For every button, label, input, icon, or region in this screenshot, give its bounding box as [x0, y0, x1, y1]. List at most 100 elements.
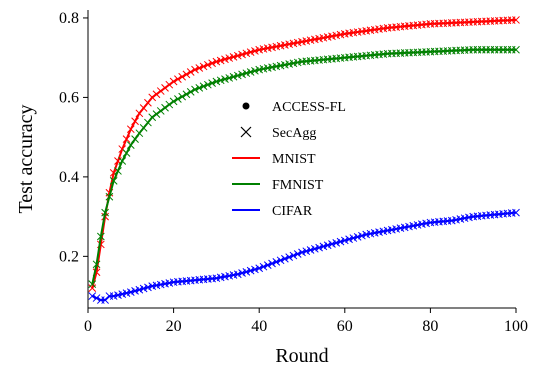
data-point	[199, 82, 208, 91]
data-point	[246, 68, 255, 76]
axes-layer: 0 20 40 60 80 100 0.2 0.4 0.6 0.8	[59, 10, 528, 335]
data-point	[118, 157, 127, 165]
data-point	[186, 68, 195, 76]
legend-label: SecAgg	[272, 126, 316, 141]
data-point	[340, 236, 349, 245]
data-point	[152, 110, 161, 118]
legend-label: FMNIST	[272, 178, 324, 193]
data-point	[512, 45, 520, 54]
data-point	[263, 261, 272, 269]
data-point	[289, 251, 298, 260]
data-point	[315, 243, 323, 252]
series-fmnist	[88, 45, 520, 289]
data-point	[92, 294, 101, 302]
data-point	[191, 65, 199, 74]
data-point	[144, 283, 152, 292]
data-point	[285, 253, 294, 261]
data-point	[195, 84, 204, 92]
data-point	[332, 238, 341, 247]
data-point	[512, 208, 520, 217]
data-point	[212, 77, 221, 86]
data-point	[216, 76, 225, 85]
legend-label: MNIST	[272, 152, 316, 167]
data-point	[156, 107, 165, 115]
data-point	[216, 56, 225, 65]
data-point	[272, 258, 281, 266]
x-tick-label: 40	[251, 318, 267, 335]
data-point	[246, 266, 255, 275]
data-point	[353, 233, 362, 241]
data-point	[178, 72, 187, 81]
data-point	[139, 124, 148, 132]
legend-label: ACCESS-FL	[272, 100, 346, 115]
data-point	[302, 247, 311, 256]
y-axis-label: Test accuracy	[15, 104, 37, 213]
data-point	[208, 59, 216, 68]
data-point	[92, 260, 101, 269]
data-point	[109, 176, 118, 185]
data-point	[328, 240, 336, 248]
data-point	[152, 90, 161, 99]
data-point	[174, 75, 182, 83]
data-point	[242, 267, 251, 276]
data-point	[349, 234, 358, 242]
x-tick-label: 0	[84, 318, 92, 335]
data-point	[88, 292, 97, 300]
series-mnist	[88, 16, 520, 292]
data-point	[212, 57, 221, 66]
data-point	[174, 95, 182, 103]
data-point	[122, 135, 131, 143]
data-point	[126, 125, 135, 134]
data-point	[122, 149, 131, 157]
data-point	[358, 231, 366, 240]
data-point	[242, 69, 251, 78]
y-tick-label: 0.4	[59, 169, 79, 186]
x-tick-label: 20	[166, 318, 182, 335]
data-point	[169, 97, 178, 106]
series-line	[91, 211, 517, 302]
data-point	[512, 16, 520, 24]
legend-item-secagg: SecAgg	[240, 126, 316, 141]
data-point	[131, 117, 139, 126]
data-point	[165, 100, 174, 109]
data-point	[169, 77, 178, 86]
data-point	[148, 93, 157, 102]
data-point	[101, 208, 109, 217]
data-point	[293, 250, 302, 258]
data-point	[225, 54, 234, 62]
data-point	[251, 265, 259, 274]
data-point	[148, 113, 157, 122]
legend-item-fmnist: FMNIST	[232, 178, 324, 193]
legend-dot-marker	[242, 102, 250, 110]
x-axis-label: Round	[275, 345, 328, 367]
data-point	[139, 284, 148, 293]
data-point	[229, 72, 238, 81]
data-point	[165, 80, 174, 89]
data-point	[246, 48, 255, 56]
legend-item-mnist: MNIST	[232, 152, 316, 167]
series-layer	[88, 16, 520, 304]
data-point	[88, 280, 97, 289]
data-point	[251, 66, 259, 75]
data-point	[186, 87, 195, 96]
data-point	[139, 104, 148, 112]
legend-item-access-fl: ACCESS-FL	[242, 100, 346, 115]
y-tick-label: 0.2	[59, 248, 79, 265]
data-point	[229, 53, 238, 61]
data-point	[199, 62, 208, 71]
data-point	[131, 135, 139, 143]
data-point	[238, 269, 246, 277]
y-tick-label: 0.8	[59, 10, 79, 27]
data-point	[144, 98, 152, 107]
series-cifar	[88, 208, 520, 304]
data-point	[310, 244, 319, 253]
data-point	[268, 259, 276, 268]
data-point	[319, 242, 328, 251]
data-point	[144, 118, 152, 127]
data-point	[336, 237, 345, 246]
data-point	[135, 109, 144, 118]
data-point	[135, 129, 144, 138]
data-point	[298, 248, 306, 257]
y-tick-label: 0.6	[59, 89, 79, 106]
